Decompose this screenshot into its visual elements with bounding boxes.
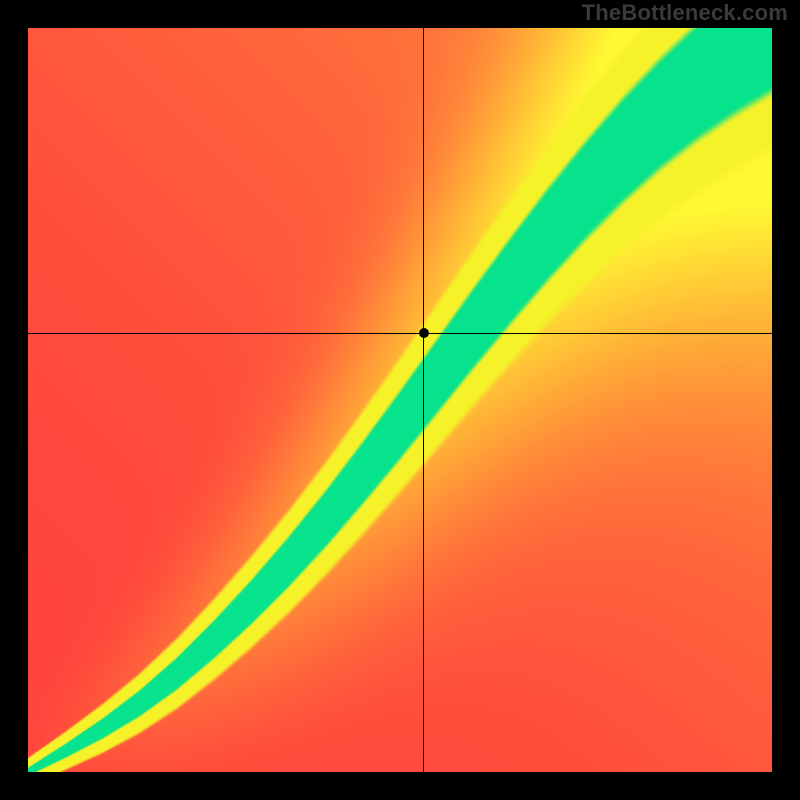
crosshair-horizontal	[28, 333, 772, 334]
attribution-text: TheBottleneck.com	[582, 0, 788, 26]
crosshair-marker	[419, 328, 429, 338]
bottleneck-heatmap	[28, 28, 772, 772]
crosshair-vertical	[423, 28, 424, 772]
